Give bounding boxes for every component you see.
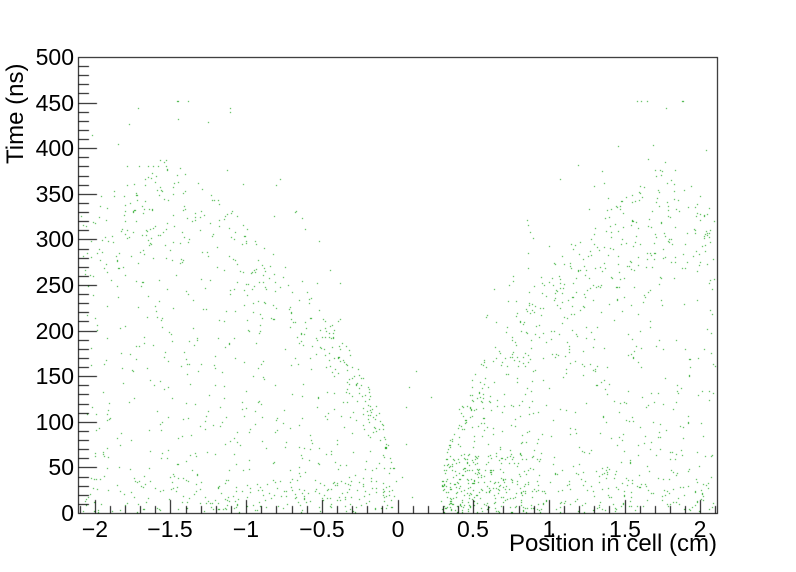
y-axis-title: Time (ns) <box>2 63 29 164</box>
x-axis-title: Position in cell (cm) <box>508 530 717 557</box>
